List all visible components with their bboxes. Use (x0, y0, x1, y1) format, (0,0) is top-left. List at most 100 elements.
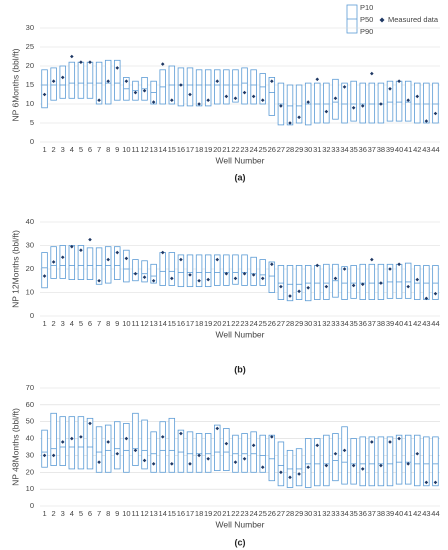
x-tick-label: 3 (61, 319, 65, 328)
p10-p90-box (414, 82, 421, 124)
legend-marker (379, 17, 385, 23)
x-tick-label: 25 (259, 319, 267, 328)
x-tick-label: 18 (195, 145, 203, 154)
measured-point (433, 111, 438, 116)
p10-p90-box (268, 77, 276, 116)
x-tick-label: 14 (159, 145, 167, 154)
x-tick-label: 36 (359, 509, 367, 518)
measured-point (188, 92, 192, 97)
x-tick-label: 11 (132, 509, 140, 518)
p10-p90-box (214, 69, 221, 105)
p10-p90-box (204, 433, 212, 473)
measured-point (388, 440, 392, 444)
measured-point (115, 66, 120, 70)
x-tick-label: 3 (61, 509, 65, 518)
p10-p90-box (68, 61, 76, 99)
x-axis-label: Well Number (216, 329, 265, 339)
p10-p90-box (423, 436, 430, 487)
x-tick-label: 31 (313, 145, 321, 154)
x-tick-label: 3 (61, 145, 65, 154)
p10-p90-box (350, 265, 357, 299)
p10-p90-box (77, 416, 85, 470)
p10-p90-box (241, 433, 248, 473)
measured-point (315, 77, 320, 82)
measured-point (297, 115, 301, 120)
x-tick-label: 4 (70, 319, 74, 328)
x-tick-label: 6 (88, 145, 92, 154)
measured-point (379, 281, 383, 285)
x-tick-label: 36 (359, 145, 367, 154)
x-tick-label: 9 (115, 145, 119, 154)
measured-point (342, 267, 347, 271)
x-tick-label: 26 (268, 319, 276, 328)
p10-p90-box (68, 245, 76, 280)
p10-p90-box (59, 65, 66, 99)
caption: (a) (235, 172, 246, 182)
measured-point (360, 104, 365, 108)
x-tick-label: 41 (404, 145, 412, 154)
p10-p90-box (223, 69, 230, 105)
measured-point (242, 271, 247, 276)
x-axis-label: Well Number (216, 519, 265, 529)
measured-point (379, 463, 383, 468)
x-tick-label: 25 (259, 145, 267, 154)
measured-point (342, 85, 347, 89)
x-tick-label: 2 (52, 145, 56, 154)
measured-point (197, 278, 201, 283)
x-tick-label: 29 (295, 319, 303, 328)
p10-p90-box (350, 438, 357, 485)
p10-p90-box (359, 263, 366, 300)
p10-p90-box (223, 254, 230, 286)
measured-point (351, 463, 356, 468)
measured-point (170, 98, 174, 102)
x-tick-label: 11 (132, 145, 140, 154)
measured-point (406, 284, 410, 289)
p10-p90-box (232, 254, 239, 285)
x-tick-label: 29 (295, 145, 303, 154)
y-tick-label: 25 (26, 42, 34, 51)
x-tick-label: 44 (431, 509, 439, 518)
x-tick-label: 9 (115, 319, 119, 328)
p10-p90-box (204, 69, 212, 107)
p10-p90-box (86, 247, 94, 280)
measured-point (306, 286, 310, 290)
x-tick-label: 5 (79, 145, 83, 154)
x-tick-label: 7 (97, 319, 101, 328)
x-tick-label: 5 (79, 509, 83, 518)
x-tick-label: 30 (304, 509, 312, 518)
measured-point (270, 435, 274, 439)
measured-point (424, 119, 429, 123)
measured-point (224, 441, 229, 446)
p10-p90-box (123, 422, 130, 473)
measured-point (233, 460, 238, 464)
measured-point (170, 276, 174, 281)
p10-p90-box (359, 436, 366, 487)
measured-point (351, 106, 356, 110)
p10-p90-box (304, 438, 312, 488)
measured-point (106, 440, 110, 444)
measured-point (106, 257, 110, 262)
x-tick-label: 37 (368, 145, 376, 154)
x-tick-label: 8 (106, 319, 110, 328)
measured-point (315, 443, 320, 448)
measured-point (179, 83, 183, 87)
p10-p90-box (359, 82, 366, 124)
p10-p90-box (132, 259, 139, 282)
x-tick-label: 17 (186, 319, 194, 328)
measured-point (124, 436, 129, 441)
p10-p90-box (341, 82, 348, 124)
measured-point (406, 98, 410, 102)
measured-point (188, 462, 192, 466)
p10-p90-box (104, 246, 112, 284)
measured-point (333, 451, 338, 456)
y-tick-label: 5 (30, 118, 34, 127)
p10-p90-box (50, 67, 57, 101)
x-tick-label: 19 (204, 319, 212, 328)
measured-point (233, 96, 238, 101)
legend-label: P90 (360, 27, 373, 36)
x-tick-label: 39 (386, 319, 394, 328)
x-tick-label: 25 (259, 509, 267, 518)
caption: (b) (234, 364, 246, 374)
y-tick-label: 0 (30, 137, 34, 146)
measured-point (397, 262, 401, 267)
